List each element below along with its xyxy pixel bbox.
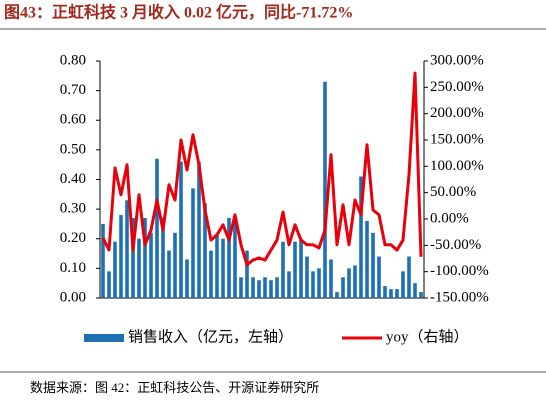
bar [227,218,231,298]
bar [185,259,189,298]
bar [305,256,309,298]
y-tick-label: 0.40 [60,171,86,187]
y-tick-label: 0.10 [60,260,86,276]
bar [119,215,123,298]
y2-tick-label: -50.00% [430,237,481,253]
bar [317,268,321,298]
legend-label: 销售收入（亿元，左轴） [128,328,293,345]
y-tick-label: 0.00 [60,289,86,305]
y-tick-label: 0.20 [60,230,86,246]
source: 数据来源：图 42：正虹科技公告、开源证券研究所 [30,380,319,395]
y-tick-label: 0.80 [60,52,86,68]
bar [281,241,285,298]
bar [221,238,225,298]
bar [275,277,279,298]
bar [383,286,387,298]
bar [371,232,375,298]
bar [113,241,117,298]
bar [365,220,369,298]
bar [257,280,261,298]
bar [149,232,153,298]
bar [335,292,339,298]
chart-title: 图43：正虹科技 3 月收入 0.02 亿元，同比-71.72% [4,3,353,22]
bar [413,283,417,298]
bar [389,289,393,298]
bar [329,259,333,298]
bar [215,235,219,298]
y2-tick-label: 250.00% [430,79,484,95]
bar [125,200,129,298]
y2-tick-label: 200.00% [430,105,484,121]
y2-tick-label: 150.00% [430,131,484,147]
bar [167,250,171,298]
bar [299,238,303,298]
bar [251,277,255,298]
bar [131,218,135,298]
y-tick-label: 0.30 [60,201,86,217]
bar [401,271,405,298]
bar [407,256,411,298]
y2-tick-label: 100.00% [430,158,484,174]
bar [173,232,177,298]
bar [263,277,267,298]
y-tick-label: 0.50 [60,141,86,157]
bar [347,268,351,298]
line [101,71,423,267]
y-tick-label: 0.70 [60,82,86,98]
bar [203,203,207,298]
bar [245,250,249,298]
bar [419,292,423,298]
bar [107,271,111,298]
bar [395,289,399,298]
legend-swatch [84,334,124,342]
y2-tick-label: 50.00% [430,184,476,200]
bar [359,176,363,298]
y2-tick-label: -100.00% [430,263,489,279]
bar [293,241,297,298]
bar [323,81,327,298]
bar [233,220,237,298]
bar [341,277,345,298]
legend-label: yoy（右轴） [386,328,469,345]
y2-tick-label: -150.00% [430,289,489,305]
bar [143,218,147,298]
bar [137,238,141,298]
y-tick-label: 0.60 [60,112,86,128]
bar [377,256,381,298]
y2-tick-label: 0.00% [430,210,469,226]
bar [191,188,195,298]
bar [353,265,357,298]
bar [197,161,201,298]
y2-tick-label: 300.00% [430,52,484,68]
bar [101,223,105,298]
bar [161,218,165,298]
bar [155,158,159,298]
bar [311,271,315,298]
bar [179,161,183,298]
bar [239,277,243,298]
bar [269,280,273,298]
bar [209,250,213,298]
bar [287,271,291,298]
